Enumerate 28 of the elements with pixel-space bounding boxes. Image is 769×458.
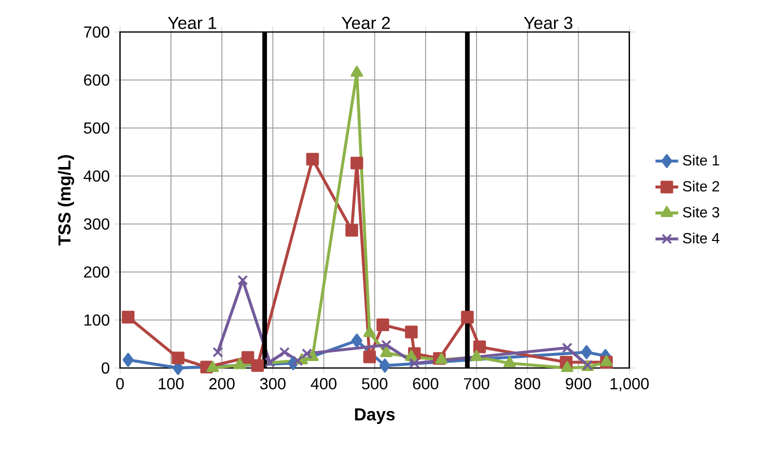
y-axis-title: TSS (mg/L) [58, 155, 74, 246]
x-tick-label: 700 [464, 378, 490, 390]
x-tick-label: 900 [566, 378, 592, 390]
x-tick-label: 600 [413, 378, 438, 390]
legend-label: Site 2 [683, 180, 720, 192]
x-tick-label: 200 [209, 378, 235, 390]
x-tick-label: 300 [260, 378, 286, 390]
y-tick-label: 700 [84, 26, 110, 38]
text: Year 3 [524, 16, 572, 30]
text: Year 1 [168, 16, 216, 30]
legend-label: Site 1 [683, 154, 720, 166]
legend-label: Site 4 [683, 232, 720, 244]
y-tick-label: 0 [102, 362, 110, 374]
legend-label: Site 3 [683, 206, 720, 218]
y-tick-label: 400 [84, 170, 110, 182]
text: Year 2 [342, 16, 390, 30]
y-tick-label: 200 [84, 266, 110, 278]
x-tick-label: 800 [514, 378, 540, 390]
x-tick-label: 400 [310, 378, 336, 390]
x-axis-title: Days [355, 408, 395, 424]
x-tick-label: 1,000 [610, 378, 649, 392]
y-tick-label: 500 [84, 122, 110, 134]
x-tick-label: 500 [362, 378, 388, 390]
y-tick-label: 600 [84, 74, 110, 86]
x-tick-label: 100 [158, 378, 184, 390]
y-tick-label: 300 [84, 218, 110, 230]
x-tick-label: 0 [116, 378, 124, 390]
y-tick-label: 100 [84, 314, 110, 326]
